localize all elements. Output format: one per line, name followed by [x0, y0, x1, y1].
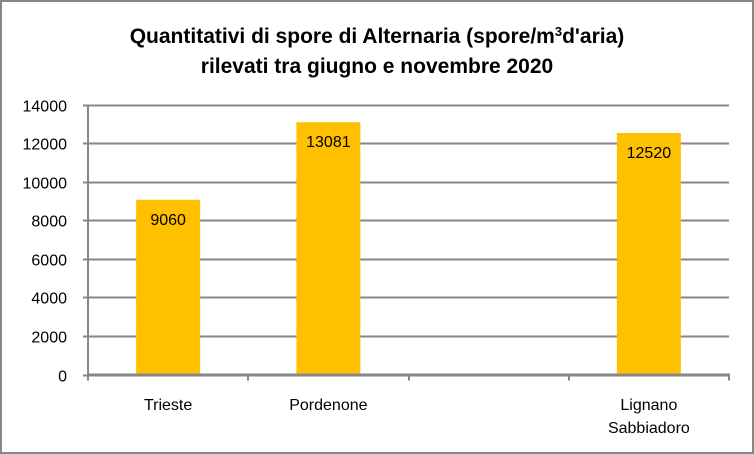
y-tick-label: 10000 [23, 176, 68, 193]
y-tick-label: 8000 [31, 214, 67, 231]
y-tick-label: 14000 [23, 99, 68, 116]
y-tick-label: 6000 [31, 253, 67, 270]
x-category-label: Trieste [144, 397, 192, 414]
y-tick-label: 2000 [31, 330, 67, 347]
chart-title-line1: Quantitativi di spore di Alternaria (spo… [129, 24, 625, 48]
bar-pordenone [296, 122, 361, 374]
chart-title-line2: rilevati tra giugno e novembre 2020 [200, 55, 554, 78]
data-label: 9060 [150, 212, 186, 229]
bar-lignano-sabbiadoro [616, 133, 681, 374]
data-label: 12520 [627, 145, 672, 162]
bar-trieste [136, 199, 201, 374]
y-tick-label: 0 [58, 369, 67, 386]
data-label: 13081 [306, 134, 351, 151]
x-category-label: Lignano [620, 397, 677, 414]
y-tick-label: 4000 [31, 291, 67, 308]
y-tick-label: 12000 [23, 137, 68, 154]
x-category-label: Sabbiadoro [608, 420, 690, 437]
x-category-label: Pordenone [289, 397, 367, 414]
